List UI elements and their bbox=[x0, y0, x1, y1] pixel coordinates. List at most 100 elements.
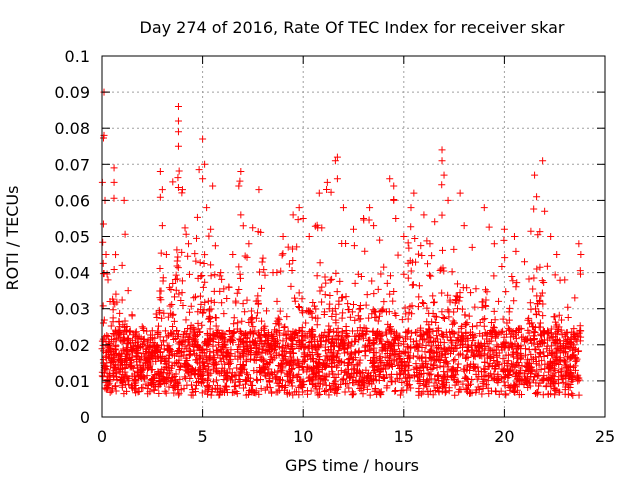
data-point bbox=[206, 354, 214, 362]
data-point bbox=[181, 224, 189, 232]
data-point bbox=[363, 291, 371, 299]
data-point bbox=[505, 316, 513, 324]
data-point bbox=[395, 339, 403, 347]
data-point bbox=[433, 363, 441, 371]
data-point bbox=[535, 361, 543, 369]
data-point bbox=[204, 383, 212, 391]
data-point bbox=[112, 387, 120, 395]
data-point bbox=[186, 308, 194, 316]
data-point bbox=[250, 356, 258, 364]
data-point bbox=[429, 364, 437, 372]
data-point bbox=[165, 351, 173, 359]
data-point bbox=[169, 279, 177, 287]
data-point bbox=[377, 270, 385, 278]
data-point bbox=[260, 266, 268, 274]
data-point bbox=[124, 287, 132, 295]
data-point bbox=[173, 358, 181, 366]
data-point bbox=[429, 391, 437, 399]
data-point bbox=[452, 292, 460, 300]
data-point bbox=[575, 240, 583, 248]
data-point bbox=[322, 352, 330, 360]
data-point bbox=[508, 329, 516, 337]
data-point bbox=[528, 339, 536, 347]
data-point bbox=[120, 323, 128, 331]
data-point bbox=[112, 290, 120, 298]
data-point bbox=[225, 283, 233, 291]
data-point bbox=[182, 366, 190, 374]
data-point bbox=[454, 305, 462, 313]
data-point bbox=[351, 279, 359, 287]
data-point bbox=[416, 326, 424, 334]
data-point bbox=[450, 245, 458, 253]
data-point bbox=[516, 324, 524, 332]
data-point bbox=[458, 337, 466, 345]
data-point bbox=[379, 305, 387, 313]
data-point bbox=[365, 336, 373, 344]
data-point bbox=[295, 345, 303, 353]
data-point bbox=[235, 182, 243, 190]
data-point bbox=[441, 371, 449, 379]
data-point bbox=[527, 227, 535, 235]
data-point bbox=[247, 388, 255, 396]
data-point bbox=[273, 328, 281, 336]
data-point bbox=[285, 333, 293, 341]
data-point bbox=[544, 390, 552, 398]
data-point bbox=[228, 373, 236, 381]
data-point bbox=[551, 391, 559, 399]
data-point bbox=[368, 277, 376, 285]
data-point bbox=[123, 328, 131, 336]
data-point bbox=[317, 375, 325, 383]
data-point bbox=[388, 361, 396, 369]
data-point bbox=[334, 370, 342, 378]
x-tick-label: 25 bbox=[595, 427, 615, 446]
data-point bbox=[388, 347, 396, 355]
data-point bbox=[328, 275, 336, 283]
data-point bbox=[175, 167, 183, 175]
data-point bbox=[390, 357, 398, 365]
data-point bbox=[326, 326, 334, 334]
y-axis-label: ROTI / TECUs bbox=[3, 186, 22, 291]
data-point bbox=[173, 326, 181, 334]
data-point bbox=[128, 311, 136, 319]
data-point bbox=[386, 326, 394, 334]
data-point bbox=[421, 380, 429, 388]
data-point bbox=[429, 327, 437, 335]
data-point bbox=[544, 329, 552, 337]
data-point bbox=[99, 238, 107, 246]
data-point bbox=[390, 196, 398, 204]
data-point bbox=[536, 319, 544, 327]
data-point bbox=[152, 310, 160, 318]
data-point bbox=[118, 338, 126, 346]
data-point bbox=[474, 347, 482, 355]
data-point bbox=[250, 367, 258, 375]
data-point bbox=[197, 373, 205, 381]
data-point bbox=[538, 289, 546, 297]
data-point bbox=[413, 365, 421, 373]
data-point bbox=[236, 177, 244, 185]
data-point bbox=[268, 388, 276, 396]
data-point bbox=[401, 349, 409, 357]
data-point bbox=[102, 352, 110, 360]
data-point bbox=[241, 308, 249, 316]
data-point bbox=[413, 342, 421, 350]
data-point bbox=[124, 347, 132, 355]
data-point bbox=[428, 252, 436, 260]
data-point bbox=[535, 308, 543, 316]
data-point bbox=[326, 292, 334, 300]
data-point bbox=[499, 355, 507, 363]
data-point bbox=[245, 240, 253, 248]
data-point bbox=[127, 359, 135, 367]
data-point bbox=[314, 379, 322, 387]
data-point bbox=[417, 242, 425, 250]
data-point bbox=[123, 355, 131, 363]
data-point bbox=[539, 391, 547, 399]
data-point bbox=[412, 337, 420, 345]
data-point bbox=[351, 316, 359, 324]
data-point bbox=[177, 297, 185, 305]
data-point bbox=[195, 354, 203, 362]
data-point bbox=[258, 284, 266, 292]
data-point bbox=[481, 301, 489, 309]
data-point bbox=[184, 252, 192, 260]
data-point bbox=[284, 243, 292, 251]
data-point bbox=[209, 378, 217, 386]
